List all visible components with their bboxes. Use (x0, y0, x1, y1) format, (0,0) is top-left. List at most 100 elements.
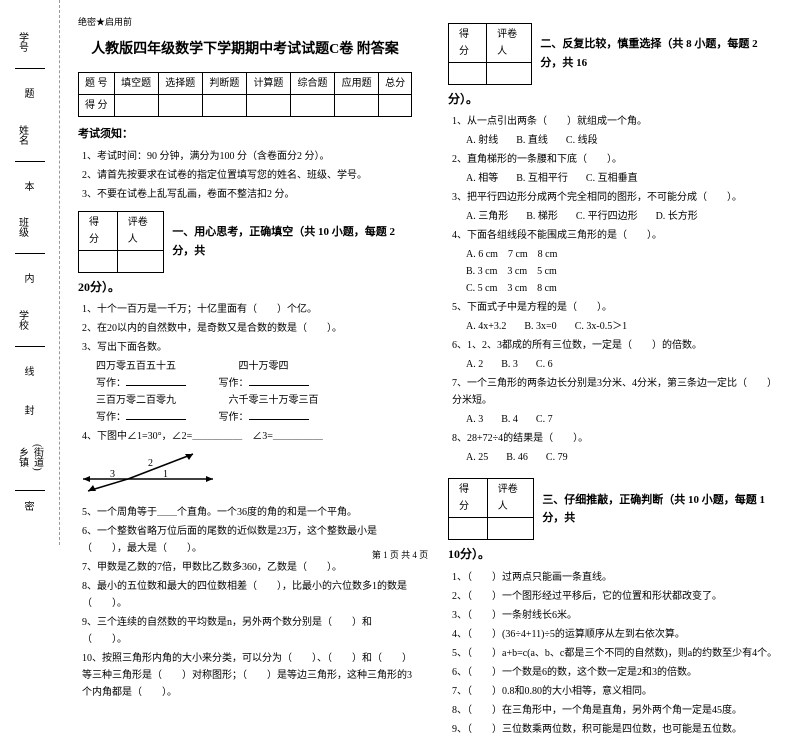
opt: B. 3x=0 (524, 318, 556, 335)
opt: B. 梯形 (526, 208, 558, 225)
opt: C. 线段 (566, 132, 598, 149)
margin-small: 本 (25, 178, 35, 193)
td (246, 95, 290, 117)
left-column: 绝密★启用前 人教版四年级数学下学期期中考试试题C卷 附答案 题 号 填空题 选… (60, 0, 430, 545)
score-label: 得分 (79, 211, 118, 250)
margin-line (15, 57, 45, 69)
opt: C. 7 (536, 411, 553, 428)
q3d-r: 六千零三十万零三百 (229, 395, 319, 406)
opt: A. 3 (466, 411, 483, 428)
margin-line (15, 150, 45, 162)
margin-label: 学号 (15, 32, 30, 52)
td (158, 95, 202, 117)
margin-line (15, 242, 45, 254)
s3-q2: 2、（ ）一个图形经过平移后，它的位置和形状都改变了。 (452, 588, 782, 605)
blank (249, 375, 309, 386)
section1-title: 一、用心思考，正确填空（共 10 小题，每题 2 分，共 (172, 223, 412, 260)
s2-q4: 4、下面各组线段不能围成三角形的是（ ）。 (452, 227, 782, 244)
section2-title: 二、反复比较，慎重选择（共 8 小题，每题 2 分，共 16 (540, 35, 782, 72)
td (335, 95, 379, 117)
s1-q8: 8、最小的五位数和最大的四位数相差（ ），比最小的六位数多1的数是（ ）。 (82, 578, 412, 612)
th: 题 号 (79, 73, 115, 95)
s2-q6-opts: A. 2B. 3C. 6 (466, 356, 782, 373)
binding-margin: 学号 题 姓名 本 班级 内 学校 线 封 乡镇(街道) 密 (0, 0, 60, 545)
s2-q8-opts: A. 25B. 46C. 79 (466, 449, 782, 466)
opt: A. 三角形 (466, 208, 508, 225)
blank (126, 375, 186, 386)
s2-q4a: A. 6 cm 7 cm 8 cm (466, 246, 782, 263)
section-head-3: 得分评卷人 三、仔细推敲，正确判断（共 10 小题，每题 1 分，共 (448, 478, 782, 540)
s3-q9: 9、（ ）三位数乘两位数，积可能是四位数，也可能是五位数。 (452, 721, 782, 738)
opt: C. 79 (546, 449, 568, 466)
s2-q7-opts: A. 3 B. 4 C. 7 (466, 411, 782, 428)
s1-q9: 9、三个连续的自然数的平均数是n，另外两个数分别是（ ）和（ ）。 (82, 614, 412, 648)
s3-q5: 5、（ ）a+b=c(a、b、c都是三个不同的自然数)，则a的约数至少有4个。 (452, 645, 782, 662)
section-head-2: 得分评卷人 二、反复比较，慎重选择（共 8 小题，每题 2 分，共 16 (448, 23, 782, 85)
s2-q7: 7、一个三角形的两条边长分别是3分米、4分米，第三条边一定比（ ）分米短。 (452, 375, 782, 409)
s2-q4c: C. 5 cm 3 cm 8 cm (466, 280, 782, 297)
notice-list: 1、考试时间：90 分钟，满分为100 分（含卷面分2 分）。 2、请首先按要求… (82, 148, 412, 203)
s1-q1: 1、十个一百万是一千万；十亿里面有（ ）个亿。 (82, 301, 412, 318)
angle-svg: 3 2 1 (78, 449, 218, 494)
margin-label: 学校 (15, 310, 30, 330)
s1-q2: 2、在20以内的自然数中，是奇数又是合数的数是（ ）。 (82, 320, 412, 337)
q3a-l: 四万零五百五十五 (96, 361, 176, 372)
page-container: 学号 题 姓名 本 班级 内 学校 线 封 乡镇(街道) 密 绝密★启用前 人教… (0, 0, 800, 545)
s3-q4: 4、（ ）(36÷4+11)÷5的运算顺序从左到右依次算。 (452, 626, 782, 643)
blank-cell (79, 250, 118, 272)
score-label: 得分 (449, 24, 487, 63)
opt: C. 互相垂直 (586, 170, 638, 187)
opt: A. 2 (466, 356, 483, 373)
s2-q5: 5、下面式子中是方程的是（ ）。 (452, 299, 782, 316)
marker-label: 评卷人 (487, 479, 534, 518)
margin-line (15, 335, 45, 347)
th: 总分 (379, 73, 412, 95)
s3-q8: 8、（ ）在三角形中，一个角是直角，另外两个角一定是45度。 (452, 702, 782, 719)
section3-title: 三、仔细推敲，正确判断（共 10 小题，每题 1 分，共 (542, 491, 782, 528)
s2-q3: 3、把平行四边形分成两个完全相同的图形，不可能分成（ ）。 (452, 189, 782, 206)
margin-line (15, 479, 45, 491)
margin-label: 姓名 (15, 125, 30, 145)
margin-small: 题 (25, 85, 35, 100)
q3b: 写作： (96, 378, 126, 389)
opt: B. 4 (501, 411, 518, 428)
td: 得 分 (79, 95, 115, 117)
s2-q6: 6、1、2、3都成的所有三位数，一定是（ ）的倍数。 (452, 337, 782, 354)
td (290, 95, 334, 117)
blank-cell (487, 63, 532, 85)
s2-q1: 1、从一点引出两条（ ）就组成一个角。 (452, 113, 782, 130)
section2-cont: 分）。 (448, 89, 782, 109)
opt: B. 46 (506, 449, 528, 466)
margin-label: 班级 (15, 217, 30, 237)
opt: C. 平行四边形 (576, 208, 638, 225)
s1-q4: 4、下图中∠1=30°，∠2=＿＿＿＿＿ ∠3=＿＿＿＿＿ (82, 428, 412, 445)
margin-small: 内 (25, 270, 35, 285)
opt: B. 互相平行 (516, 170, 568, 187)
s3-q6: 6、（ ）一个数是6的数，这个数一定是2和3的倍数。 (452, 664, 782, 681)
s3-q3: 3、（ ）一条射线长6米。 (452, 607, 782, 624)
section1-cont: 20分）。 (78, 277, 412, 297)
s2-q5-opts: A. 4x+3.2B. 3x=0C. 3x-0.5＞1 (466, 318, 782, 335)
s1-q7: 7、甲数是乙数的7倍，甲数比乙数多360，乙数是（ ）。 (82, 559, 412, 576)
blank (249, 409, 309, 420)
secret-tag: 绝密★启用前 (78, 15, 412, 30)
th: 选择题 (158, 73, 202, 95)
notice-title: 考试须知： (78, 125, 412, 144)
q3d-l: 三百万零二百零九 (96, 395, 176, 406)
th: 综合题 (290, 73, 334, 95)
marker-label: 评卷人 (487, 24, 532, 63)
s2-q2-opts: A. 相等B. 互相平行C. 互相垂直 (466, 170, 782, 187)
blank-cell (449, 518, 488, 540)
s1-q3-row: 写作： 写作： (96, 375, 412, 392)
svg-text:3: 3 (110, 469, 115, 480)
q3c: 写作： (219, 378, 249, 389)
opt: A. 4x+3.2 (466, 318, 506, 335)
notice-item: 1、考试时间：90 分钟，满分为100 分（含卷面分2 分）。 (82, 148, 412, 165)
s3-q1: 1、（ ）过两点只能画一条直线。 (452, 569, 782, 586)
margin-label: 乡镇(街道) (15, 441, 45, 473)
score-table: 题 号 填空题 选择题 判断题 计算题 综合题 应用题 总分 得 分 (78, 72, 412, 117)
q3a-r: 四十万零四 (239, 361, 289, 372)
s1-q5: 5、一个周角等于＿＿个直角。一个36度的角的和是一个平角。 (82, 504, 412, 521)
opt: A. 射线 (466, 132, 498, 149)
th: 应用题 (335, 73, 379, 95)
